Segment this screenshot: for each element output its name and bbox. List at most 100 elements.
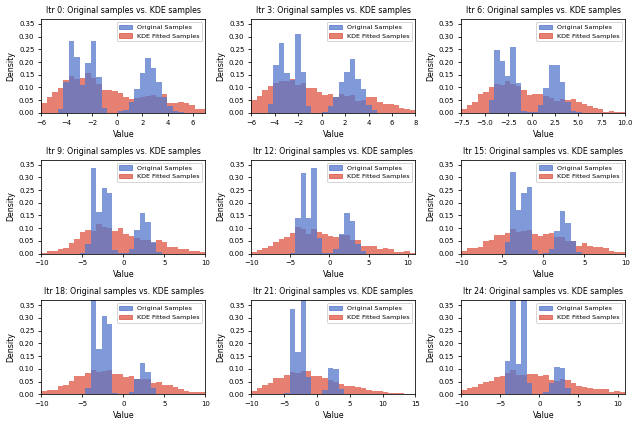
X-axis label: Value: Value	[532, 130, 554, 139]
Bar	[603, 112, 609, 113]
Bar	[91, 292, 96, 394]
Bar	[549, 233, 554, 253]
Y-axis label: Density: Density	[426, 51, 435, 81]
Bar	[565, 102, 571, 113]
Bar	[123, 109, 129, 113]
Bar	[279, 378, 284, 394]
Bar	[466, 248, 472, 253]
Bar	[571, 99, 576, 113]
Bar	[527, 95, 532, 113]
Bar	[328, 236, 334, 253]
Bar	[58, 88, 63, 113]
Bar	[399, 108, 404, 113]
Bar	[532, 234, 538, 253]
Bar	[102, 188, 107, 253]
Bar	[102, 108, 107, 113]
Bar	[350, 60, 355, 113]
Bar	[527, 383, 532, 394]
Bar	[112, 91, 118, 113]
Bar	[129, 249, 134, 253]
Bar	[300, 83, 306, 113]
Bar	[532, 94, 538, 113]
Bar	[399, 251, 404, 253]
Bar	[74, 376, 80, 394]
Legend: Original Samples, KDE Fitted Samples: Original Samples, KDE Fitted Samples	[116, 303, 203, 323]
Bar	[543, 234, 549, 253]
Bar	[394, 252, 399, 253]
Bar	[494, 50, 500, 113]
Title: Itr 3: Original samples vs. KDE samples: Itr 3: Original samples vs. KDE samples	[256, 6, 411, 15]
Bar	[516, 232, 521, 253]
Bar	[273, 378, 279, 394]
Bar	[614, 391, 620, 394]
Bar	[134, 238, 140, 253]
Bar	[565, 100, 571, 113]
Bar	[134, 379, 140, 394]
Bar	[167, 103, 173, 113]
Bar	[251, 100, 257, 113]
Bar	[360, 389, 366, 394]
Bar	[257, 96, 262, 113]
Bar	[52, 92, 58, 113]
Bar	[592, 107, 598, 113]
Bar	[63, 248, 69, 253]
Bar	[268, 86, 273, 113]
Bar	[527, 230, 532, 253]
Bar	[505, 242, 511, 253]
Bar	[91, 41, 96, 113]
Bar	[311, 376, 317, 394]
Bar	[91, 78, 96, 113]
Bar	[609, 111, 614, 113]
Bar	[306, 106, 311, 113]
Bar	[489, 86, 494, 113]
Bar	[350, 386, 355, 394]
Bar	[620, 252, 626, 253]
Bar	[268, 246, 273, 253]
Bar	[383, 104, 388, 113]
Title: Itr 24: Original samples vs. KDE samples: Itr 24: Original samples vs. KDE samples	[463, 287, 623, 296]
Bar	[328, 95, 334, 113]
Bar	[372, 98, 377, 113]
Bar	[328, 380, 334, 394]
Bar	[58, 249, 63, 253]
Bar	[360, 89, 366, 113]
Bar	[598, 389, 603, 394]
Bar	[107, 228, 112, 253]
Bar	[306, 218, 311, 253]
Bar	[306, 377, 311, 394]
Bar	[483, 241, 489, 253]
Bar	[521, 375, 527, 394]
Bar	[112, 231, 118, 253]
Bar	[96, 225, 102, 253]
Bar	[295, 35, 300, 113]
Bar	[140, 363, 145, 394]
Y-axis label: Density: Density	[426, 192, 435, 222]
Bar	[565, 242, 571, 253]
Bar	[614, 252, 620, 253]
Bar	[372, 391, 377, 394]
Bar	[183, 249, 189, 253]
Bar	[102, 90, 107, 113]
Bar	[162, 97, 167, 113]
Bar	[129, 392, 134, 394]
Bar	[151, 242, 157, 253]
Bar	[472, 102, 477, 113]
X-axis label: Value: Value	[112, 271, 134, 279]
Bar	[96, 84, 102, 113]
Bar	[300, 72, 306, 113]
Bar	[334, 98, 339, 113]
Title: Itr 6: Original samples vs. KDE samples: Itr 6: Original samples vs. KDE samples	[466, 6, 620, 15]
Bar	[173, 248, 178, 253]
Bar	[328, 106, 334, 113]
Y-axis label: Density: Density	[216, 192, 225, 222]
Bar	[477, 384, 483, 394]
Bar	[323, 95, 328, 113]
Bar	[200, 392, 206, 394]
Bar	[295, 227, 300, 253]
Bar	[543, 392, 549, 394]
Bar	[80, 85, 85, 113]
Bar	[311, 88, 317, 113]
Legend: Original Samples, KDE Fitted Samples: Original Samples, KDE Fitted Samples	[327, 22, 412, 41]
Bar	[300, 371, 306, 394]
Bar	[289, 233, 295, 253]
